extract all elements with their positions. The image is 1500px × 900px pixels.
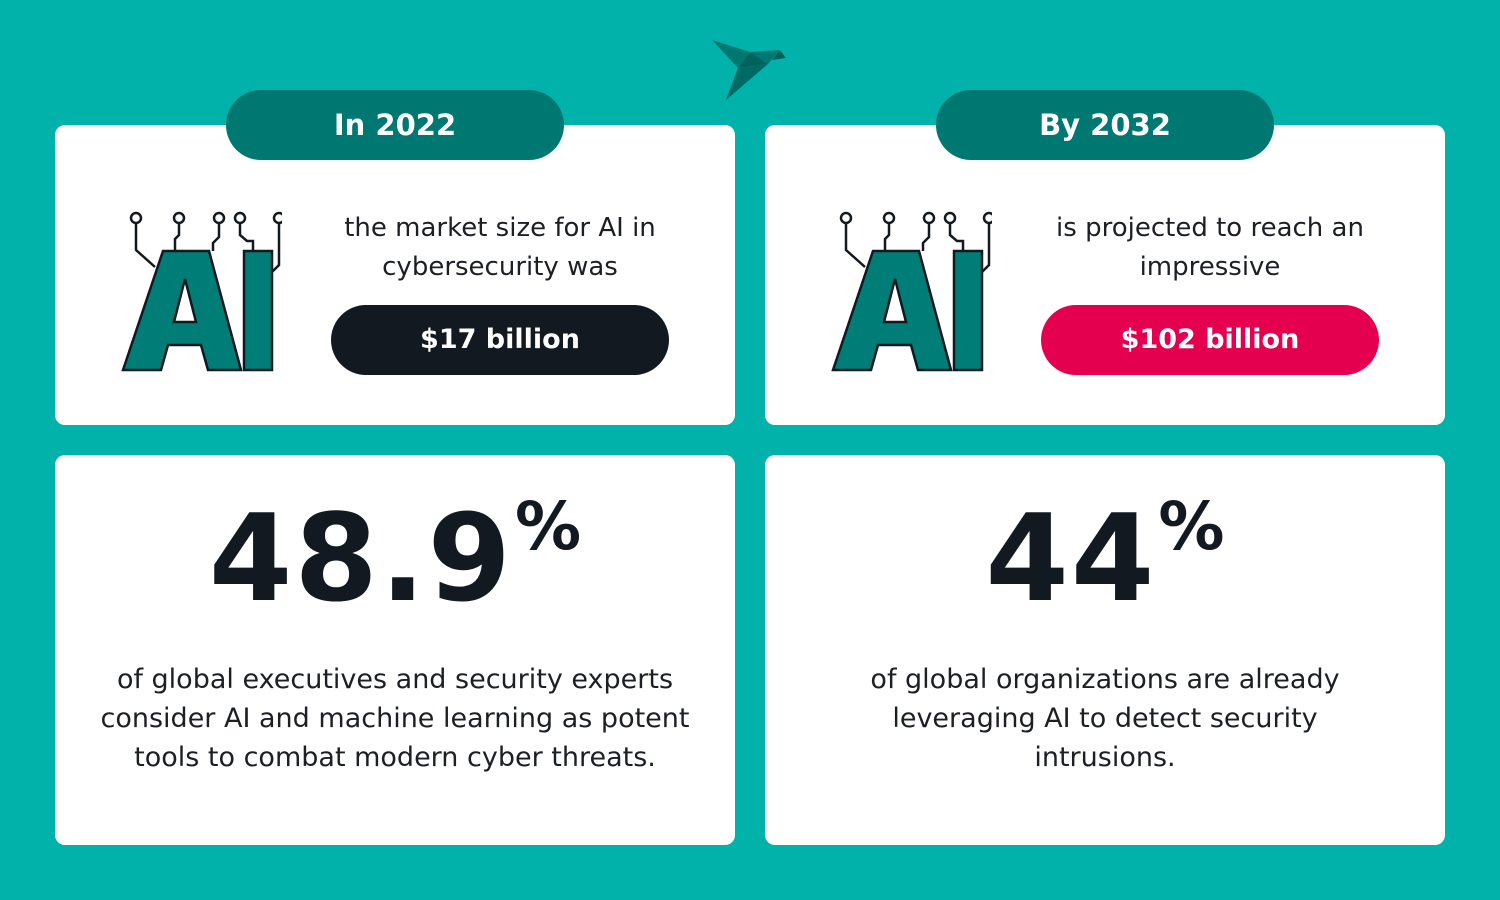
market-value-2032: $102 billion <box>1041 305 1379 375</box>
ai-circuit-icon <box>121 211 282 372</box>
stat-description: of global executives and security expert… <box>100 664 690 773</box>
stat-card-2032: is projected to reach an impressive $102… <box>765 125 1445 425</box>
big-stat: 48.9% <box>55 494 735 620</box>
bird-logo-icon <box>712 40 786 100</box>
stat-card-2022: the market size for AI in cybersecurity … <box>55 125 735 425</box>
stat-percent-sign: % <box>514 488 582 565</box>
tab-by-2032: By 2032 <box>936 90 1274 160</box>
stat-card-executives: 48.9% of global executives and security … <box>55 455 735 845</box>
stat-number: 48.9 <box>208 490 513 629</box>
big-stat: 44% <box>765 494 1445 620</box>
projection-description: is projected to reach an impressive <box>1056 213 1364 282</box>
stat-card-organizations: 44% of global organizations are already … <box>765 455 1445 845</box>
ai-circuit-icon <box>831 211 992 372</box>
stat-number: 44 <box>985 490 1157 629</box>
stat-percent-sign: % <box>1158 488 1225 565</box>
market-size-description: the market size for AI in cybersecurity … <box>344 213 656 282</box>
market-value-2022: $17 billion <box>331 305 669 375</box>
tab-in-2022: In 2022 <box>226 90 564 160</box>
stat-description: of global organizations are already leve… <box>870 664 1340 773</box>
